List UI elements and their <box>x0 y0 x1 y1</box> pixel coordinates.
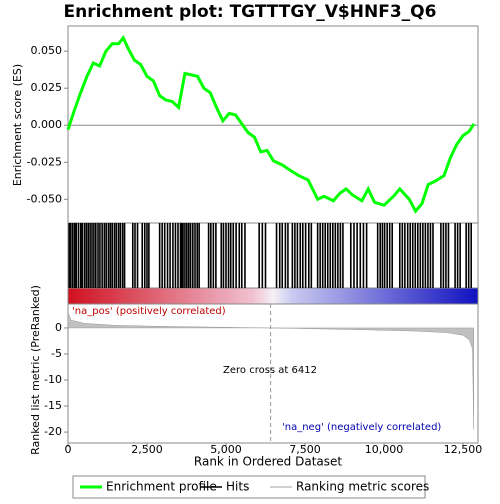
y-tick-label: -10 <box>44 373 62 386</box>
y-tick-label: 0.025 <box>31 81 63 94</box>
x-tick-label: 0 <box>65 443 72 456</box>
legend-label: Hits <box>226 480 249 494</box>
annotation: 'na_pos' (positively correlated) <box>72 306 226 317</box>
enrichment-line <box>66 35 476 214</box>
x-tick-label: 2,500 <box>131 443 163 456</box>
y-tick-label: 0.000 <box>31 118 63 131</box>
y-tick-label: -15 <box>44 399 62 412</box>
annotation: 'na_neg' (negatively correlated) <box>282 422 441 433</box>
legend <box>72 475 426 499</box>
x-tick-label: 7,500 <box>289 443 321 456</box>
annotation: Zero cross at 6412 <box>223 365 317 376</box>
y-tick-label: -5 <box>51 347 62 360</box>
y-axis-label: Ranked list metric (PreRanked) <box>29 285 42 455</box>
y-axis-label: Enrichment score (ES) <box>11 64 24 186</box>
metric-area <box>67 312 474 430</box>
y-tick-label: 0 <box>55 321 62 334</box>
x-axis-label: Rank in Ordered Dataset <box>194 455 342 469</box>
y-tick-label: -0.025 <box>27 155 62 168</box>
x-tick-label: 5,000 <box>210 443 242 456</box>
y-tick-label: -0.050 <box>27 192 62 205</box>
y-tick-label: -20 <box>44 425 62 438</box>
y-tick-label: 0.050 <box>31 44 63 57</box>
legend-label: Enrichment profile <box>106 480 217 494</box>
x-tick-label: 10,000 <box>365 443 404 456</box>
x-tick-label: 12,500 <box>444 443 483 456</box>
legend-label: Ranking metric scores <box>296 480 429 494</box>
chart-title: Enrichment plot: TGTTTGY_V$HNF3_Q6 <box>64 2 437 22</box>
plot-frame <box>67 25 479 444</box>
rank-color-band <box>68 288 478 304</box>
